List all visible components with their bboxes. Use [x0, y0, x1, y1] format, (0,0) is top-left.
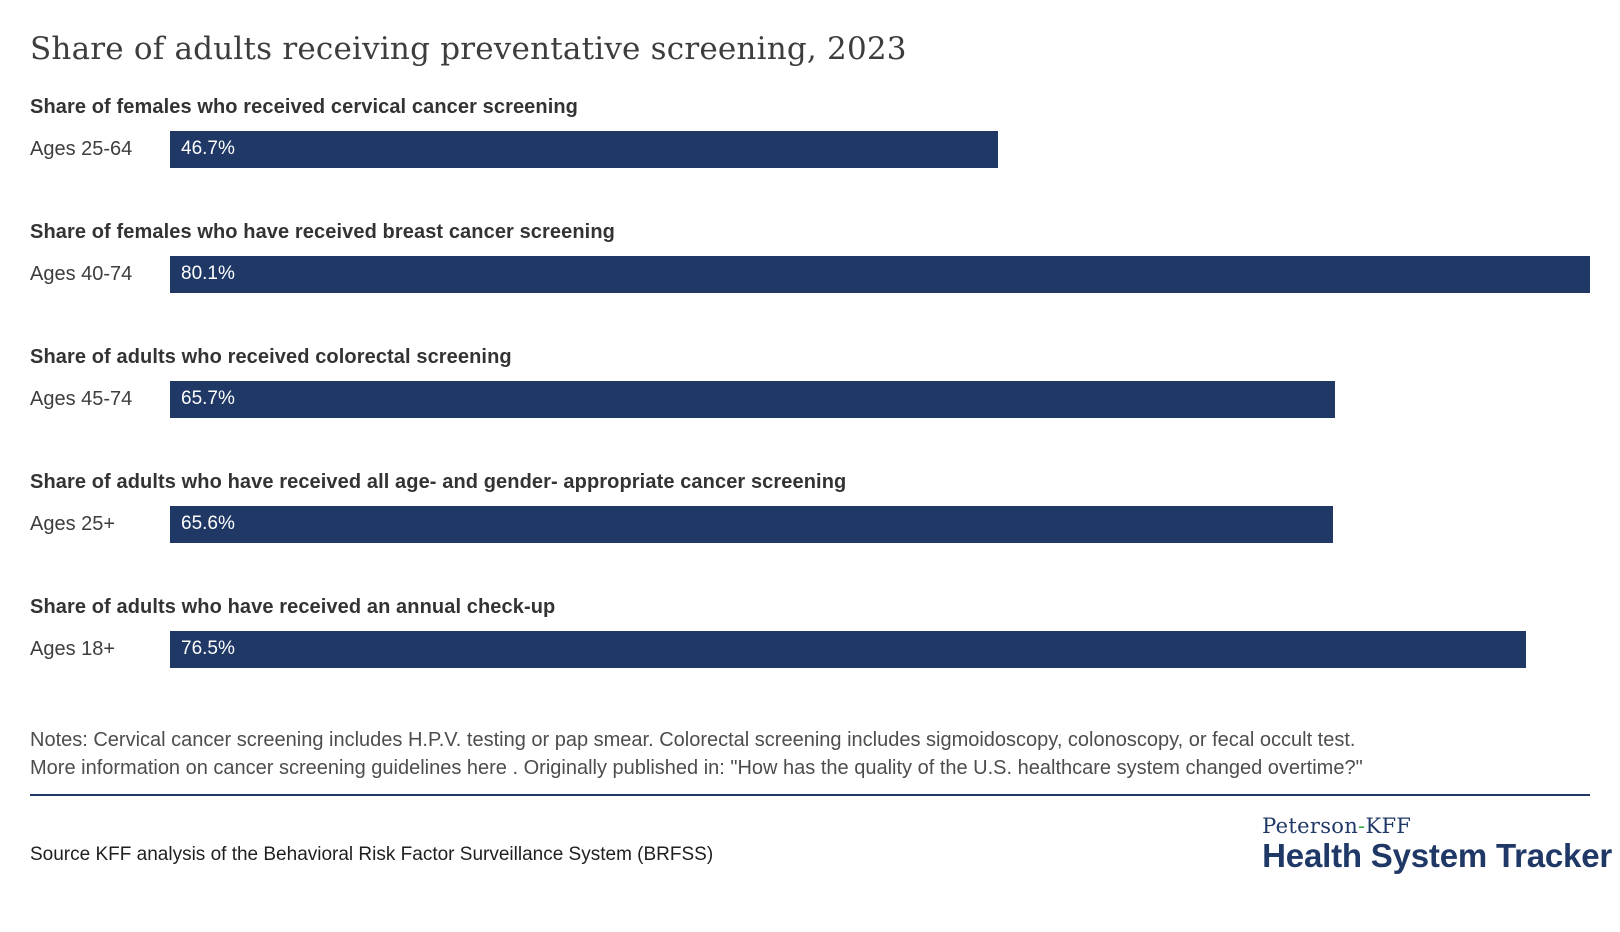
bar-value-label: 46.7%	[181, 138, 235, 160]
chart-section-checkup: Share of adults who have received an ann…	[30, 595, 1590, 668]
bar-category-label: Ages 40-74	[30, 262, 133, 285]
logo-peterson-kff: Peterson-KFF	[1262, 814, 1612, 838]
bar-category-label: Ages 25+	[30, 512, 116, 535]
notes-line-1: Notes: Cervical cancer screening include…	[30, 728, 1356, 751]
bar-breast-screening: 80.1%	[170, 255, 1590, 293]
bar-colorectal-screening: 65.7%	[170, 380, 1335, 418]
section-title: Share of adults who received colorectal …	[30, 345, 512, 368]
notes-line-2: More information on cancer screening gui…	[30, 756, 1363, 779]
notes-text: Notes: Cervical cancer screening include…	[30, 726, 1590, 782]
chart-section-all-cancer: Share of adults who have received all ag…	[30, 470, 1590, 543]
logo-peterson: Peterson	[1262, 813, 1359, 838]
section-title: Share of adults who have received an ann…	[30, 595, 556, 618]
bar-category-label: Ages 45-74	[30, 387, 133, 410]
bar-category-label: Ages 18+	[30, 637, 116, 660]
bar-category-label: Ages 25-64	[30, 137, 133, 160]
section-title: Share of females who received cervical c…	[30, 95, 578, 118]
bar-value-label: 65.6%	[181, 513, 235, 535]
footer: Source KFF analysis of the Behavioral Ri…	[30, 814, 1612, 874]
bar-track: 65.7%	[170, 380, 1590, 418]
footer-divider	[30, 793, 1590, 796]
section-title: Share of females who have received breas…	[30, 220, 615, 243]
bar-value-label: 76.5%	[181, 638, 235, 660]
bar-cervical-screening: 46.7%	[170, 130, 998, 168]
chart-section-colorectal: Share of adults who received colorectal …	[30, 345, 1590, 418]
source-text: Source KFF analysis of the Behavioral Ri…	[30, 844, 714, 866]
bar-row: Ages 40-74 80.1%	[30, 255, 1590, 293]
bar-track: 65.6%	[170, 505, 1590, 543]
bar-row: Ages 18+ 76.5%	[30, 630, 1590, 668]
bar-row: Ages 25+ 65.6%	[30, 505, 1590, 543]
chart-section-breast: Share of females who have received breas…	[30, 220, 1590, 293]
bar-all-cancer-screening: 65.6%	[170, 505, 1333, 543]
bar-value-label: 80.1%	[181, 263, 235, 285]
bar-value-label: 65.7%	[181, 388, 235, 410]
section-title: Share of adults who have received all ag…	[30, 470, 847, 493]
bar-track: 46.7%	[170, 130, 1590, 168]
logo-hyphen: -	[1358, 813, 1366, 838]
bar-row: Ages 45-74 65.7%	[30, 380, 1590, 418]
logo-kff: KFF	[1365, 813, 1412, 838]
bar-row: Ages 25-64 46.7%	[30, 130, 1590, 168]
bar-track: 80.1%	[170, 255, 1590, 293]
chart-section-cervical: Share of females who received cervical c…	[30, 95, 1590, 168]
chart-title: Share of adults receiving preventative s…	[30, 31, 907, 67]
logo-health-system-tracker: Health System Tracker	[1262, 836, 1612, 874]
bar-annual-checkup: 76.5%	[170, 630, 1527, 668]
peterson-kff-logo: Peterson-KFF Health System Tracker	[1262, 814, 1612, 874]
bar-track: 76.5%	[170, 630, 1590, 668]
